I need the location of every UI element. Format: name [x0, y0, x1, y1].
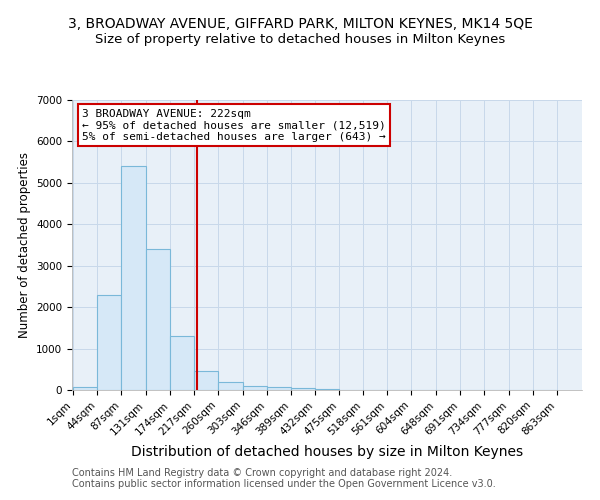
Bar: [266, 387, 291, 390]
X-axis label: Distribution of detached houses by size in Milton Keynes: Distribution of detached houses by size …: [131, 445, 523, 459]
Text: 3 BROADWAY AVENUE: 222sqm
← 95% of detached houses are smaller (12,519)
5% of se: 3 BROADWAY AVENUE: 222sqm ← 95% of detac…: [82, 108, 386, 142]
Text: Contains public sector information licensed under the Open Government Licence v3: Contains public sector information licen…: [72, 479, 496, 489]
Text: 3, BROADWAY AVENUE, GIFFARD PARK, MILTON KEYNES, MK14 5QE: 3, BROADWAY AVENUE, GIFFARD PARK, MILTON…: [68, 18, 532, 32]
Bar: [73, 387, 97, 390]
Bar: [242, 386, 266, 390]
Y-axis label: Number of detached properties: Number of detached properties: [17, 152, 31, 338]
Bar: [218, 382, 242, 390]
Bar: [170, 336, 194, 390]
Bar: [291, 388, 315, 390]
Bar: [121, 166, 146, 390]
Bar: [194, 372, 218, 390]
Bar: [315, 389, 339, 390]
Bar: [146, 249, 170, 390]
Bar: [97, 294, 121, 390]
Text: Contains HM Land Registry data © Crown copyright and database right 2024.: Contains HM Land Registry data © Crown c…: [72, 468, 452, 477]
Text: Size of property relative to detached houses in Milton Keynes: Size of property relative to detached ho…: [95, 32, 505, 46]
